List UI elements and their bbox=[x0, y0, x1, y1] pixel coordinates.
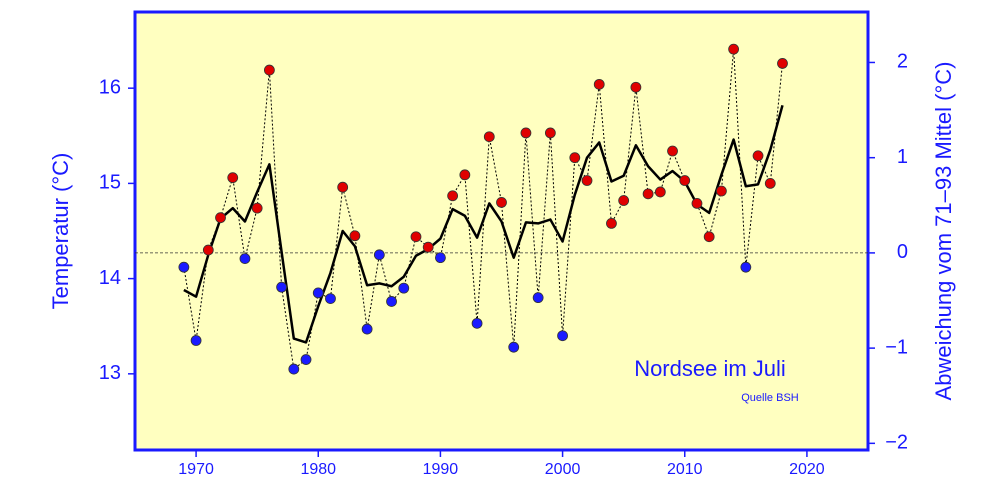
annual-point bbox=[728, 43, 740, 55]
annual-point bbox=[496, 197, 507, 208]
annual-point bbox=[276, 281, 288, 293]
annual-point bbox=[263, 64, 275, 76]
annual-point bbox=[618, 195, 630, 206]
annual-point bbox=[667, 145, 678, 157]
annual-point bbox=[239, 253, 251, 265]
plot-frame bbox=[133, 10, 870, 452]
annual-point bbox=[606, 217, 617, 229]
x-tick-label: 2020 bbox=[789, 461, 825, 478]
annual-point bbox=[716, 185, 727, 197]
annual-line bbox=[183, 49, 783, 370]
x-tick-label: 1990 bbox=[423, 461, 459, 478]
annual-point bbox=[227, 172, 239, 184]
annual-point bbox=[190, 335, 202, 346]
annual-point bbox=[691, 197, 703, 209]
annual-point bbox=[386, 296, 397, 307]
y2-axis-label: Abweichung vom 71–93 Mittel (°C) bbox=[931, 62, 956, 401]
annual-point bbox=[349, 230, 361, 242]
annual-point bbox=[740, 261, 752, 273]
annual-point bbox=[410, 231, 422, 243]
y2-tick-label: 0 bbox=[897, 241, 908, 263]
annual-point bbox=[520, 127, 532, 139]
annual-point bbox=[202, 244, 214, 256]
chart-title: Nordsee im Juli bbox=[634, 356, 786, 381]
annual-point bbox=[630, 81, 642, 93]
annual-point bbox=[435, 252, 446, 264]
annual-point bbox=[398, 282, 410, 294]
annual-point bbox=[593, 78, 605, 90]
annual-point bbox=[373, 249, 385, 261]
y2-tick-label: 1 bbox=[897, 146, 908, 168]
annual-point bbox=[361, 323, 373, 335]
chart-source: Quelle BSH bbox=[741, 392, 799, 404]
annual-point bbox=[459, 169, 471, 181]
plot-area bbox=[135, 12, 868, 450]
annual-point bbox=[483, 131, 495, 143]
annual-point bbox=[569, 152, 581, 164]
annual-point bbox=[325, 293, 336, 305]
annual-point bbox=[532, 292, 544, 304]
annual-point bbox=[703, 231, 715, 243]
annual-point bbox=[752, 150, 764, 162]
y-axis-label: Temperatur (°C) bbox=[48, 153, 73, 310]
annual-point bbox=[471, 317, 483, 329]
y-tick-label: 13 bbox=[99, 362, 121, 384]
annual-point bbox=[251, 202, 263, 214]
annual-point bbox=[581, 175, 593, 186]
y2-tick-label: 2 bbox=[897, 51, 908, 73]
annual-point bbox=[447, 190, 459, 202]
annual-point bbox=[557, 330, 568, 342]
x-tick-label: 2000 bbox=[545, 461, 581, 478]
annual-point bbox=[337, 181, 349, 193]
annual-point bbox=[300, 354, 312, 365]
annual-point bbox=[178, 261, 190, 273]
x-tick-label: 1970 bbox=[178, 461, 214, 478]
y2-tick-label: −2 bbox=[885, 432, 908, 454]
annual-point bbox=[288, 363, 300, 375]
annual-point bbox=[544, 127, 556, 139]
y-tick-label: 15 bbox=[99, 172, 121, 194]
annual-point bbox=[215, 212, 226, 224]
annual-point bbox=[508, 341, 520, 353]
annual-point bbox=[764, 177, 776, 189]
y2-tick-label: −1 bbox=[885, 336, 908, 358]
y-tick-label: 14 bbox=[99, 267, 121, 289]
annual-point bbox=[654, 186, 666, 198]
annual-point bbox=[422, 241, 434, 253]
x-tick-label: 1980 bbox=[300, 461, 336, 478]
annual-point bbox=[312, 287, 324, 299]
annual-point bbox=[642, 188, 654, 200]
x-tick-label: 2010 bbox=[667, 461, 703, 478]
y-tick-label: 16 bbox=[99, 76, 121, 98]
annual-point bbox=[777, 58, 788, 69]
annual-point bbox=[679, 175, 691, 186]
